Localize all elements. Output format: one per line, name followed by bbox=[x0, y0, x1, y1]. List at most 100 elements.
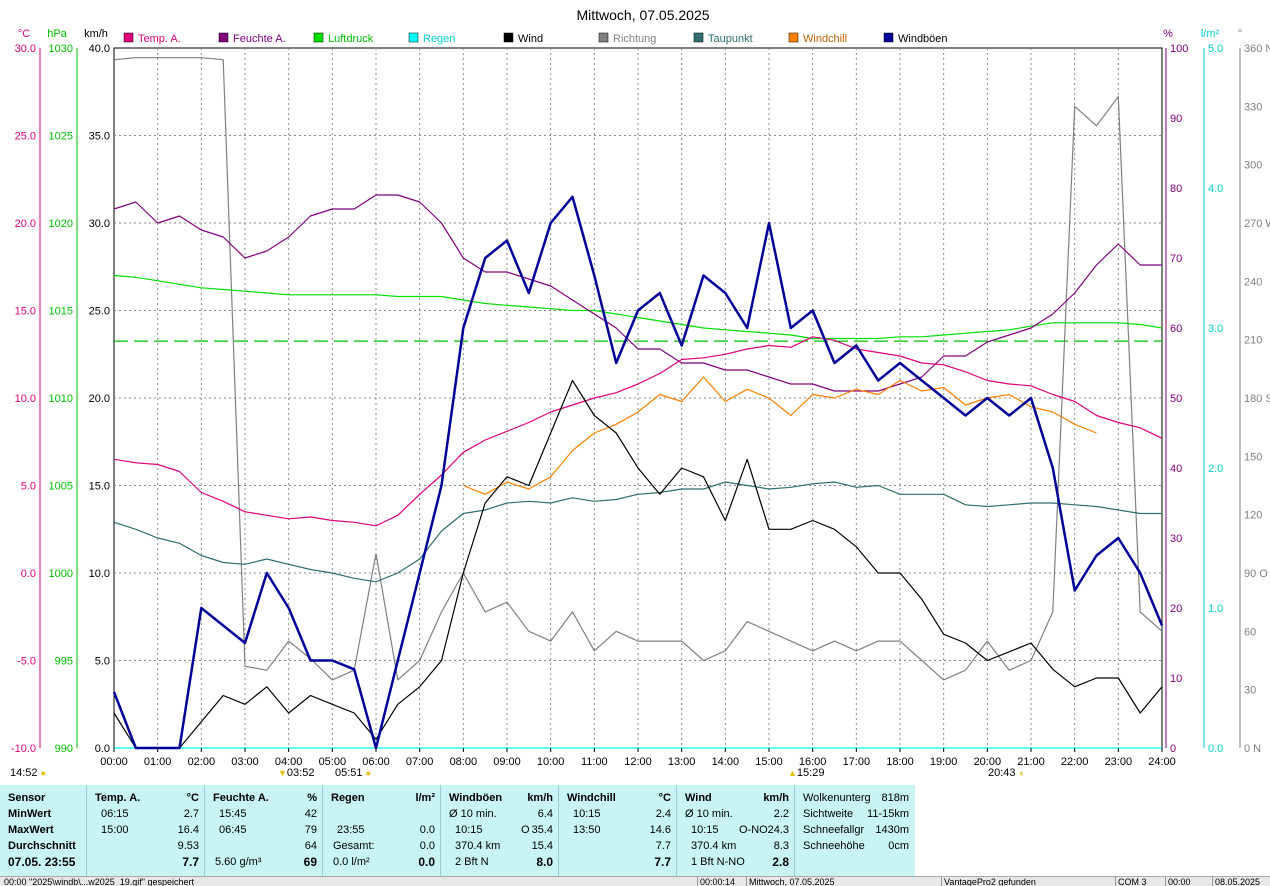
x-tick-label: 22:00 bbox=[1061, 756, 1089, 768]
stats-col-wind: Wind km/h Ø 10 min. 2.2 10:15 O-NO 24.3 … bbox=[676, 785, 795, 876]
temp-tick-label: 10.0 bbox=[15, 393, 36, 405]
x-tick-label: 02:00 bbox=[188, 756, 216, 768]
stats-wind-avg-val: 2.2 bbox=[774, 808, 789, 820]
marker-left-time-label: 14:52 bbox=[10, 767, 38, 779]
legend-swatch bbox=[599, 33, 608, 42]
stats-regen-max-time: 23:55 bbox=[337, 824, 365, 836]
x-tick-label: 07:00 bbox=[406, 756, 434, 768]
stats-durchschnitt-label: Durchschnitt bbox=[8, 840, 76, 852]
stats-boeen-current: 8.0 bbox=[536, 855, 553, 869]
stats-boeen-dist-val: 15.4 bbox=[532, 840, 553, 852]
humidity-tick-label: 50 bbox=[1170, 393, 1182, 405]
stats-blank-area bbox=[915, 785, 1270, 876]
pressure-unit-label: hPa bbox=[47, 28, 67, 40]
x-tick-label: 24:00 bbox=[1148, 756, 1176, 768]
x-tick-label: 14:00 bbox=[712, 756, 740, 768]
legend-label: Windchill bbox=[803, 33, 847, 45]
stats-minwert-label: MinWert bbox=[8, 808, 51, 820]
marker-temp-max: ▲15:29 bbox=[788, 767, 824, 779]
stats-extra-value-0: 818m bbox=[881, 792, 909, 804]
stats-feuchte-max-val: 79 bbox=[305, 824, 317, 836]
stats-wind-header: Wind bbox=[685, 792, 712, 804]
stats-col-temp: Temp. A. °C 06:15 2.7 15:00 16.4 9.53 7.… bbox=[86, 785, 205, 876]
stats-windchill-max-time: 13:50 bbox=[573, 824, 601, 836]
legend-swatch bbox=[219, 33, 228, 42]
stats-wind-max-dir: O-NO bbox=[739, 824, 768, 836]
marker-sunset-label: 20:43 bbox=[988, 767, 1016, 779]
marker-sunrise: 05:51 ● bbox=[335, 767, 371, 779]
stats-maxwert-label: MaxWert bbox=[8, 824, 54, 836]
legend-swatch bbox=[314, 33, 323, 42]
marker-temp-max-label: 15:29 bbox=[797, 767, 825, 779]
direction-unit-label: ° bbox=[1238, 28, 1242, 40]
stats-regen-header: Regen bbox=[331, 792, 365, 804]
rain-tick-label: 5.0 bbox=[1208, 43, 1223, 55]
stats-date: 07.05. 23:55 bbox=[8, 855, 75, 869]
legend-swatch bbox=[884, 33, 893, 42]
stats-extra-value-3: 0cm bbox=[888, 840, 909, 852]
x-tick-label: 15:00 bbox=[755, 756, 783, 768]
pressure-tick-label: 1030 bbox=[49, 43, 73, 55]
stats-extra-value-2: 1430m bbox=[875, 824, 909, 836]
humidity-tick-label: 40 bbox=[1170, 463, 1182, 475]
stats-temp-unit: °C bbox=[187, 792, 199, 804]
stats-temp-max-time: 15:00 bbox=[101, 824, 129, 836]
stats-boeen-bft: 2 Bft N bbox=[455, 856, 489, 868]
wind-tick-label: 15.0 bbox=[89, 481, 110, 493]
wind-tick-label: 35.0 bbox=[89, 131, 110, 143]
wind-tick-label: 40.0 bbox=[89, 43, 110, 55]
pressure-tick-label: 1020 bbox=[49, 218, 73, 230]
stats-windchill-min-val: 2.4 bbox=[656, 808, 671, 820]
stats-regen-today: 0.0 l/m² bbox=[333, 856, 370, 868]
legend-label: Richtung bbox=[613, 33, 656, 45]
pressure-tick-label: 1010 bbox=[49, 393, 73, 405]
temp-max-triangle-icon: ▲ bbox=[788, 768, 797, 778]
rain-tick-label: 4.0 bbox=[1208, 183, 1223, 195]
stats-extra-label-1: Sichtweite bbox=[803, 808, 853, 820]
humidity-tick-label: 100 bbox=[1170, 43, 1188, 55]
stats-boeen-avg-label: Ø 10 min. bbox=[449, 808, 497, 820]
x-tick-label: 09:00 bbox=[493, 756, 521, 768]
direction-tick-label: 270 W bbox=[1244, 218, 1270, 230]
stats-wind-max-val: 24.3 bbox=[768, 824, 789, 836]
humidity-tick-label: 30 bbox=[1170, 533, 1182, 545]
stats-windchill-header: Windchill bbox=[567, 792, 616, 804]
x-tick-label: 19:00 bbox=[930, 756, 958, 768]
stats-windchill-unit: °C bbox=[659, 792, 671, 804]
temp-tick-label: 25.0 bbox=[15, 131, 36, 143]
legend-label: Taupunkt bbox=[708, 33, 753, 45]
direction-tick-label: 60 bbox=[1244, 626, 1256, 638]
stats-col-boeen: Windböen km/h Ø 10 min. 6.4 10:15 O 35.4… bbox=[440, 785, 559, 876]
pressure-tick-label: 995 bbox=[55, 656, 73, 668]
wind-tick-label: 30.0 bbox=[89, 218, 110, 230]
stats-col-regen: Regen l/m² 23:55 0.0 Gesamt: 0.0 0.0 l/m… bbox=[322, 785, 441, 876]
stats-boeen-max-dir: O bbox=[521, 824, 530, 836]
wind-tick-label: 25.0 bbox=[89, 306, 110, 318]
stats-feuchte-unit: % bbox=[307, 792, 317, 804]
stats-extra-label-3: Schneehöhe bbox=[803, 840, 865, 852]
marker-sunrise-label: 05:51 bbox=[335, 767, 363, 779]
stats-boeen-max-time: 10:15 bbox=[455, 824, 483, 836]
stats-feuchte-max-time: 06:45 bbox=[219, 824, 247, 836]
pressure-tick-label: 1015 bbox=[49, 306, 73, 318]
pressure-tick-label: 1025 bbox=[49, 131, 73, 143]
stats-extra-value-1: 11-15km bbox=[867, 808, 909, 820]
stats-boeen-dist: 370.4 km bbox=[455, 840, 500, 852]
temp-tick-label: -5.0 bbox=[17, 656, 36, 668]
stats-wind-avg-label: Ø 10 min. bbox=[685, 808, 733, 820]
legend-label: Temp. A. bbox=[138, 33, 181, 45]
legend-label: Regen bbox=[423, 33, 455, 45]
x-tick-label: 23:00 bbox=[1105, 756, 1133, 768]
temp-min-triangle-icon: ▼ bbox=[278, 768, 287, 778]
stats-wind-dist-val: 8.3 bbox=[774, 840, 789, 852]
temp-tick-label: 15.0 bbox=[15, 306, 36, 318]
stats-windchill-avg: 7.7 bbox=[656, 840, 671, 852]
stats-col-feuchte: Feuchte A. % 15:45 42 06:45 79 64 5.60 g… bbox=[204, 785, 323, 876]
legend-label: Windböen bbox=[898, 33, 948, 45]
humidity-tick-label: 70 bbox=[1170, 253, 1182, 265]
temp-unit-label: °C bbox=[18, 28, 30, 40]
stats-feuchte-current: 69 bbox=[304, 855, 317, 869]
pressure-tick-label: 1005 bbox=[49, 481, 73, 493]
sun-icon: ● bbox=[41, 768, 46, 778]
temp-tick-label: 20.0 bbox=[15, 218, 36, 230]
